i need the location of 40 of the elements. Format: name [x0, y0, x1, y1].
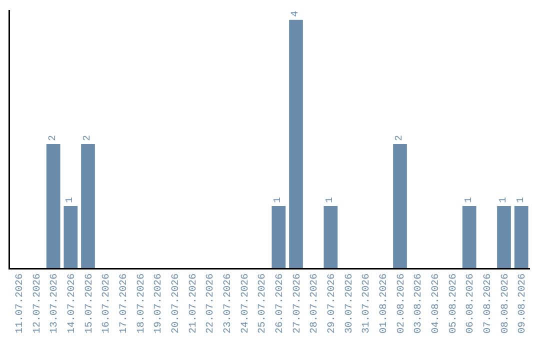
data-label: 1: [325, 196, 336, 203]
x-tick-label: 16.07.2026: [102, 274, 113, 334]
data-label: 1: [498, 196, 510, 203]
x-tick-label: 27.07.2026: [292, 274, 304, 334]
x-tick-label: 17.07.2026: [118, 274, 130, 334]
x-tick-label: 07.08.2026: [482, 274, 494, 334]
data-label: 2: [48, 134, 59, 141]
x-tick-label: 22.07.2026: [206, 274, 217, 334]
x-tick-label: 30.07.2026: [344, 274, 356, 334]
x-tick-label: 18.07.2026: [136, 274, 148, 334]
x-tick-label: 21.07.2026: [188, 274, 200, 334]
x-tick-label: 28.07.2026: [310, 274, 321, 334]
x-tick-label: 26.07.2026: [274, 274, 286, 334]
data-label: 1: [65, 196, 76, 203]
x-tick-label: 24.07.2026: [240, 274, 252, 334]
x-tick-label: 25.07.2026: [258, 274, 269, 334]
x-tick-label: 06.08.2026: [466, 274, 477, 334]
x-tick-label: 08.08.2026: [500, 274, 512, 334]
x-tick-label: 14.07.2026: [66, 274, 78, 334]
data-label: 1: [516, 196, 527, 203]
data-label: 1: [464, 196, 475, 203]
x-tick-label: 15.07.2026: [84, 274, 96, 334]
x-tick-label: 05.08.2026: [448, 274, 460, 334]
x-tick-label: 12.07.2026: [32, 274, 44, 334]
x-tick-label: 03.08.2026: [414, 274, 425, 334]
x-tick-label: 13.07.2026: [50, 274, 61, 334]
x-tick-label: 04.08.2026: [430, 274, 442, 334]
x-tick-label: 29.07.2026: [326, 274, 338, 334]
x-tick-label: 01.08.2026: [378, 274, 390, 334]
data-label: 2: [82, 134, 94, 141]
x-tick-label: 02.08.2026: [396, 274, 408, 334]
x-tick-label: 31.07.2026: [362, 274, 373, 334]
data-label: 1: [273, 196, 284, 203]
data-label: 2: [394, 134, 406, 141]
x-tick-label: 19.07.2026: [154, 274, 165, 334]
x-tick-label: 11.07.2026: [14, 274, 26, 334]
x-tick-label: 20.07.2026: [170, 274, 182, 334]
x-tick-label: 09.08.2026: [518, 274, 529, 334]
data-label: 4: [290, 10, 302, 17]
x-tick-label: 23.07.2026: [222, 274, 234, 334]
